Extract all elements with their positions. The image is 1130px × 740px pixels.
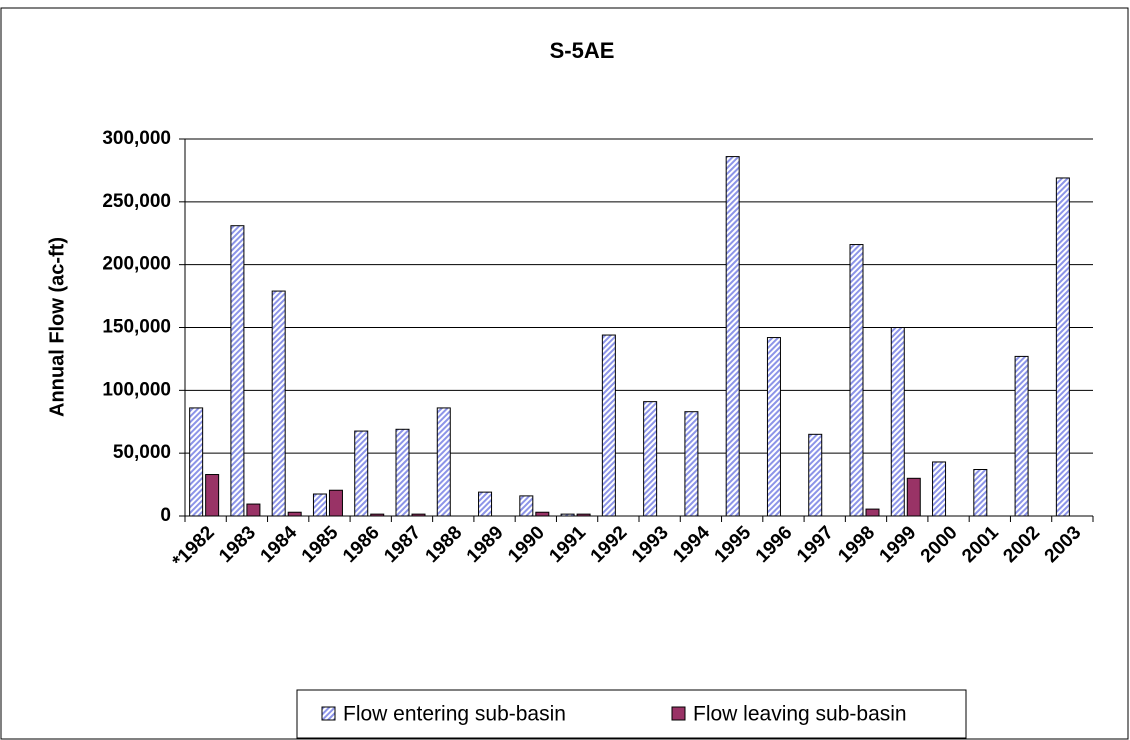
bar (601, 334, 616, 517)
bar (849, 244, 864, 517)
legend-label: Flow entering sub-basin (343, 703, 566, 726)
bar (312, 493, 327, 517)
bar (205, 474, 220, 517)
bar (725, 156, 740, 517)
bar (230, 225, 245, 517)
y-tick-label: 0 (160, 505, 171, 526)
bar (395, 428, 410, 517)
y-tick-label: 150,000 (102, 317, 171, 338)
legend-box (296, 689, 967, 739)
bar (478, 491, 493, 517)
bar (932, 461, 947, 517)
bar (535, 511, 550, 517)
y-tick-label: 50,000 (113, 442, 171, 463)
bar (271, 290, 286, 517)
bar (1014, 355, 1029, 517)
bar (411, 513, 426, 517)
y-tick-label: 100,000 (102, 379, 171, 400)
bar (370, 513, 385, 517)
legend-swatch (321, 706, 336, 721)
bar (1055, 177, 1070, 517)
y-tick-label: 250,000 (102, 191, 171, 212)
bar (576, 513, 591, 517)
bar (287, 511, 302, 517)
bar (246, 503, 261, 517)
legend-swatch (671, 706, 686, 721)
chart-frame (0, 7, 1129, 740)
bar (189, 407, 204, 517)
y-axis-label: Annual Flow (ac-ft) (46, 237, 68, 417)
bar (684, 411, 699, 517)
bar (328, 489, 343, 517)
bar (808, 433, 823, 517)
bar (354, 430, 369, 517)
bar (890, 327, 905, 517)
legend-label: Flow leaving sub-basin (693, 703, 907, 726)
bar (865, 508, 880, 517)
chart-title: S-5AE (550, 38, 615, 63)
bar (766, 337, 781, 517)
bar (643, 401, 658, 517)
bar (906, 477, 921, 517)
bar (973, 469, 988, 517)
y-tick-label: 200,000 (102, 254, 171, 275)
bar (519, 495, 534, 517)
bar (560, 513, 575, 517)
bar (436, 407, 451, 517)
y-tick-label: 300,000 (102, 128, 171, 149)
